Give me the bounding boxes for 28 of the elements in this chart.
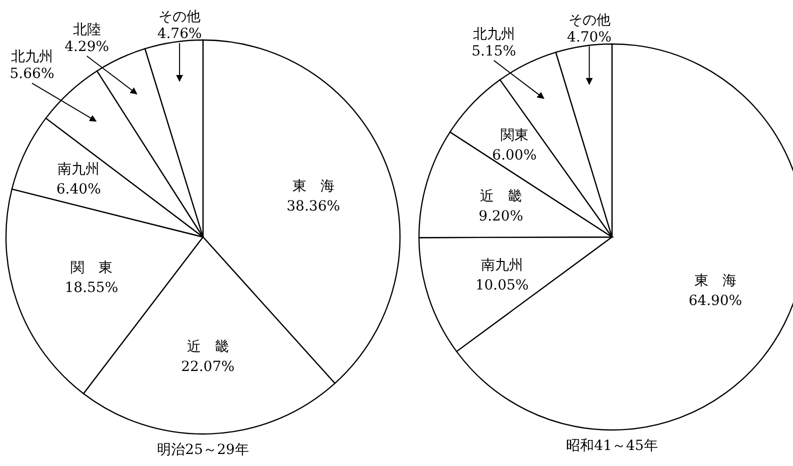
slice-label: 北九州 — [472, 26, 515, 42]
data-label: 4.70% — [567, 29, 612, 46]
data-label: 9.20% — [478, 208, 524, 224]
data-label: 6.40% — [56, 181, 101, 198]
data-label: 38.36% — [286, 198, 340, 215]
data-label: 10.05% — [475, 277, 529, 294]
data-label: 4.29% — [64, 38, 110, 55]
data-label: 18.55% — [64, 280, 118, 296]
slice-label: 東 海 — [694, 273, 736, 290]
data-label: 64.90% — [688, 293, 742, 310]
slice-label: その他 — [158, 9, 201, 26]
data-label: 22.07% — [181, 359, 235, 376]
slice-label: その他 — [568, 12, 610, 28]
slice-label: 東 海 — [292, 178, 334, 195]
data-label: 5.15% — [472, 43, 516, 60]
slice-label: 関 東 — [70, 260, 112, 276]
text: 明治25～29年 — [157, 442, 249, 458]
slice-label: 北陸 — [72, 22, 101, 38]
slice-label: 近 畿 — [480, 188, 522, 204]
slice-label: 北九州 — [11, 49, 53, 66]
text: 昭和41～45年 — [566, 438, 658, 454]
data-label: 6.00% — [492, 148, 537, 164]
slice-label: 南九州 — [481, 257, 524, 274]
slice-label: 近 畿 — [186, 339, 229, 356]
data-label: 5.66% — [10, 66, 54, 82]
slice-label: 関東 — [500, 128, 528, 144]
slice-label: 南九州 — [58, 161, 100, 178]
data-label: 4.76% — [157, 26, 202, 42]
